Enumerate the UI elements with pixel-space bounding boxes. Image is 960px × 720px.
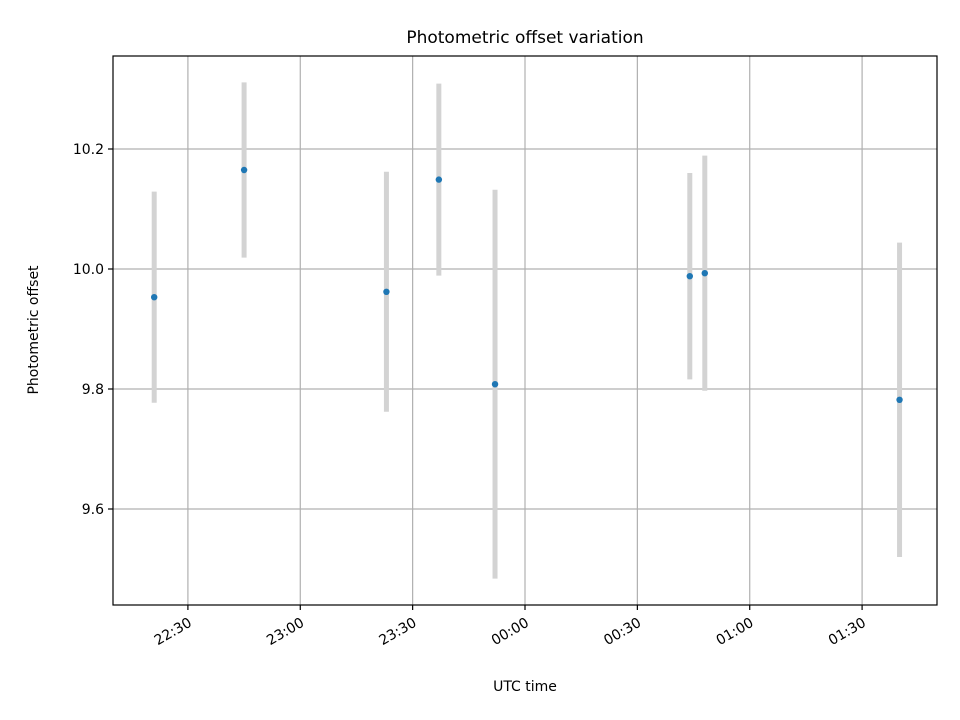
x-axis-label: UTC time [493,679,557,695]
data-point [701,270,708,277]
data-point [383,288,390,295]
y-tick-label: 9.6 [82,502,104,518]
data-point [435,176,443,183]
data-point [896,396,903,403]
data-point [491,381,499,388]
data-point [151,294,158,301]
y-tick-label: 9.8 [82,382,104,398]
y-axis-label: Photometric offset [26,265,42,395]
y-axis: 9.6 9.8 10.0 10.2 [73,142,113,518]
y-tick-label: 10.0 [73,262,104,278]
grid [113,56,937,605]
data-points [151,166,903,403]
y-tick-label: 10.2 [73,142,104,158]
chart-title: Photometric offset variation [406,28,643,48]
data-point [686,273,693,280]
data-point [240,166,248,174]
